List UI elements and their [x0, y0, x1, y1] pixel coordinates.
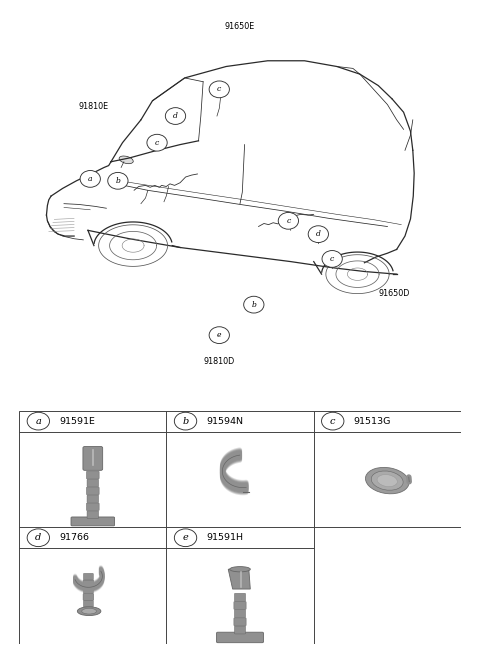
- Circle shape: [244, 296, 264, 313]
- FancyBboxPatch shape: [71, 517, 115, 526]
- Circle shape: [322, 250, 342, 267]
- Ellipse shape: [365, 467, 409, 494]
- FancyBboxPatch shape: [234, 626, 245, 634]
- Circle shape: [278, 212, 299, 229]
- Text: c: c: [330, 255, 334, 263]
- Text: b: b: [116, 177, 120, 185]
- FancyBboxPatch shape: [83, 447, 103, 470]
- Text: a: a: [36, 417, 41, 426]
- FancyBboxPatch shape: [234, 610, 245, 618]
- FancyBboxPatch shape: [86, 503, 99, 510]
- Ellipse shape: [371, 471, 403, 490]
- FancyBboxPatch shape: [234, 593, 245, 601]
- Text: 91594N: 91594N: [206, 417, 243, 426]
- Text: c: c: [155, 139, 159, 147]
- Ellipse shape: [77, 607, 101, 616]
- FancyBboxPatch shape: [216, 632, 264, 643]
- Circle shape: [209, 327, 229, 344]
- Text: b: b: [252, 301, 256, 309]
- Text: d: d: [173, 112, 178, 120]
- Text: 91650E: 91650E: [225, 22, 255, 31]
- Ellipse shape: [230, 566, 250, 572]
- FancyBboxPatch shape: [86, 471, 99, 479]
- Circle shape: [80, 171, 100, 187]
- Ellipse shape: [119, 156, 133, 164]
- FancyBboxPatch shape: [84, 587, 93, 593]
- Ellipse shape: [82, 608, 96, 614]
- FancyBboxPatch shape: [87, 479, 98, 487]
- FancyBboxPatch shape: [87, 511, 98, 518]
- FancyBboxPatch shape: [83, 580, 94, 587]
- Ellipse shape: [377, 474, 397, 487]
- Circle shape: [174, 412, 197, 430]
- Text: c: c: [286, 217, 290, 225]
- Circle shape: [174, 529, 197, 547]
- Text: e: e: [183, 533, 189, 542]
- Circle shape: [165, 108, 186, 124]
- Text: c: c: [330, 417, 336, 426]
- Text: a: a: [88, 175, 93, 183]
- Circle shape: [322, 412, 344, 430]
- Text: 91513G: 91513G: [353, 417, 391, 426]
- FancyBboxPatch shape: [86, 487, 99, 495]
- Text: 91591H: 91591H: [206, 533, 243, 542]
- Circle shape: [108, 172, 128, 189]
- Text: d: d: [316, 230, 321, 238]
- Circle shape: [308, 226, 328, 242]
- Text: c: c: [217, 85, 221, 93]
- FancyBboxPatch shape: [87, 495, 98, 503]
- FancyBboxPatch shape: [83, 594, 94, 600]
- Text: 91766: 91766: [59, 533, 89, 542]
- Text: 91810E: 91810E: [79, 102, 108, 111]
- Text: 91810D: 91810D: [204, 357, 235, 367]
- Circle shape: [27, 412, 49, 430]
- Text: 91650D: 91650D: [378, 288, 409, 298]
- Circle shape: [209, 81, 229, 98]
- FancyBboxPatch shape: [234, 618, 246, 625]
- FancyBboxPatch shape: [84, 600, 93, 607]
- FancyBboxPatch shape: [234, 602, 246, 610]
- Text: 91591E: 91591E: [59, 417, 95, 426]
- Text: d: d: [35, 533, 41, 542]
- Circle shape: [147, 134, 167, 151]
- FancyBboxPatch shape: [84, 574, 93, 580]
- Polygon shape: [228, 569, 250, 589]
- Text: e: e: [217, 331, 221, 339]
- Circle shape: [27, 529, 49, 547]
- Text: b: b: [182, 417, 189, 426]
